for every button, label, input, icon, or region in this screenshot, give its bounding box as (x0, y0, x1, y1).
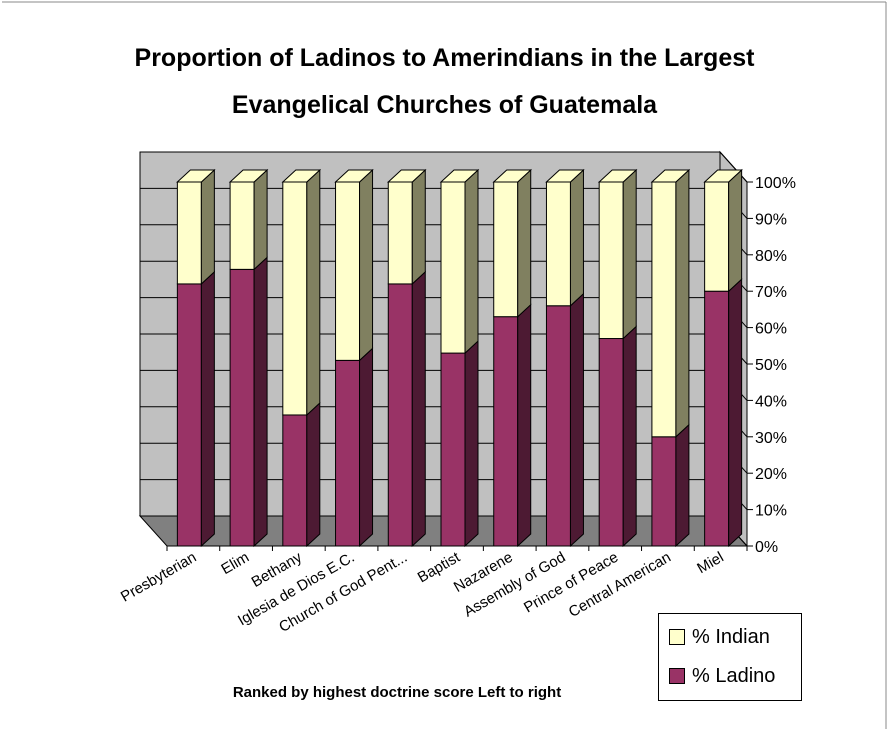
chart-title-line-1: Proportion of Ladinos to Amerindians in … (134, 44, 755, 72)
bar-ladino-side (464, 339, 479, 548)
bar-indian-side (411, 168, 426, 286)
bar-ladino (176, 283, 202, 547)
bar-indian (387, 181, 413, 285)
bar-indian (651, 181, 677, 438)
y-tick-label: 30% (755, 430, 787, 447)
bar-ladino-side (728, 278, 743, 548)
chart-title-line-2: Evangelical Churches of Guatemala (231, 91, 658, 119)
bar-indian (440, 181, 466, 354)
bar-indian-side (675, 168, 690, 438)
bar-top (545, 169, 585, 183)
y-tick-label: 90% (755, 211, 787, 228)
y-tick-label: 70% (755, 284, 787, 301)
bar-indian (282, 181, 308, 416)
legend-item-ladino: % Ladino (669, 663, 775, 689)
bar-indian-side (200, 168, 215, 286)
bar-top (176, 169, 216, 183)
bar-indian-side (464, 168, 479, 355)
y-tick-label: 50% (755, 357, 787, 374)
bar-ladino (545, 305, 571, 547)
bar-top (281, 169, 322, 183)
bar-indian-side (306, 168, 321, 417)
y-tick-label: 20% (755, 466, 787, 483)
legend-swatch-indian (669, 629, 685, 645)
y-tick-label: 60% (755, 321, 787, 338)
bar-ladino (704, 290, 730, 547)
bar-ladino (651, 436, 677, 547)
bar-ladino-side (200, 270, 215, 548)
legend-label-ladino: % Ladino (692, 664, 776, 687)
bar-ladino-side (411, 270, 426, 548)
bar-ladino (335, 359, 361, 547)
bar-ladino (282, 414, 308, 547)
bar-ladino (598, 338, 624, 547)
bar-top (650, 169, 691, 183)
bar-top (228, 169, 269, 183)
bar-ladino (387, 283, 413, 547)
bar-indian (545, 181, 571, 307)
y-tick-label: 0% (755, 539, 778, 556)
y-tick-label: 10% (755, 503, 787, 520)
chart-legend: % Indian % Ladino (658, 613, 802, 701)
bar-indian (493, 181, 519, 318)
bar-indian-side (622, 168, 637, 340)
bar-top (386, 169, 427, 183)
legend-label-indian: % Indian (692, 625, 770, 648)
bar-ladino-side (306, 401, 321, 548)
legend-swatch-ladino (669, 668, 685, 684)
bar-indian (598, 181, 624, 340)
bar-ladino (229, 268, 255, 547)
bar-top (597, 169, 638, 183)
x-tick-label: Elim (218, 549, 252, 578)
bar-indian (229, 181, 255, 270)
bar-indian-side (569, 168, 584, 307)
y-tick-label: 80% (755, 248, 787, 265)
y-tick-label: 40% (755, 393, 787, 410)
x-tick-label: Presbyterian (118, 549, 199, 606)
bar-indian-side (359, 168, 374, 362)
bar-indian-side (728, 168, 743, 293)
bar-top (334, 169, 374, 183)
bar-indian-side (517, 168, 532, 318)
bar-ladino-side (622, 325, 637, 548)
x-axis-caption: Ranked by highest doctrine score Left to… (232, 684, 562, 701)
x-tick-label: Miel (694, 549, 726, 577)
bar-ladino-side (517, 303, 532, 548)
bar-ladino-side (253, 256, 268, 548)
bar-indian (176, 181, 202, 285)
bar-ladino-side (569, 292, 584, 548)
y-tick-label: 100% (755, 175, 796, 192)
bar-top (439, 169, 480, 183)
gridline-side (719, 151, 748, 183)
bar-ladino (440, 352, 466, 547)
bar-ladino (493, 316, 519, 547)
bar-indian-side (253, 168, 268, 271)
bar-top (703, 169, 743, 183)
bar-ladino-side (359, 347, 374, 548)
legend-item-indian: % Indian (669, 624, 770, 650)
bar-indian (335, 181, 361, 361)
bar-indian (704, 181, 730, 292)
bar-top (492, 169, 533, 183)
bar-ladino-side (675, 423, 690, 548)
